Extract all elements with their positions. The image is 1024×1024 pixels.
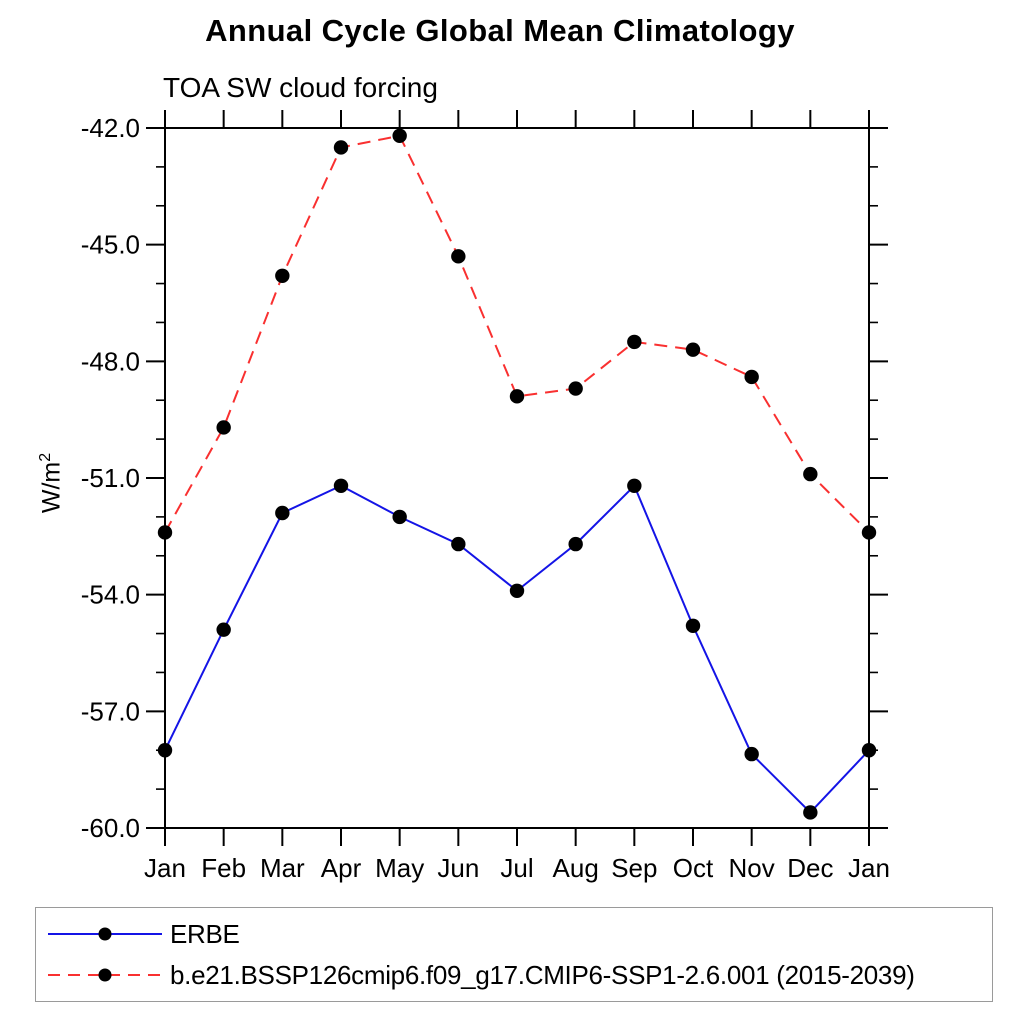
y-tick-label: -60.0 bbox=[81, 813, 140, 843]
x-tick-label: Oct bbox=[673, 853, 714, 883]
data-point-marker bbox=[333, 140, 349, 155]
data-point-marker bbox=[392, 128, 407, 143]
data-point-marker bbox=[861, 743, 877, 758]
legend-marker-dot bbox=[98, 968, 112, 982]
x-tick-label: Mar bbox=[260, 853, 305, 883]
data-point-marker bbox=[216, 622, 231, 637]
data-point-marker bbox=[275, 505, 290, 521]
data-point-marker bbox=[568, 381, 583, 396]
data-point-marker bbox=[803, 805, 818, 820]
chart-title: Annual Cycle Global Mean Climatology bbox=[205, 13, 795, 48]
data-point-marker bbox=[275, 268, 290, 283]
data-point-marker bbox=[216, 420, 231, 435]
y-tick-label: -42.0 bbox=[81, 113, 140, 143]
data-point-marker bbox=[685, 342, 701, 357]
x-tick-label: Aug bbox=[553, 853, 599, 883]
data-point-marker bbox=[627, 478, 642, 493]
legend-marker-dot bbox=[98, 927, 112, 941]
plot-frame bbox=[164, 127, 870, 829]
y-tick-label: -54.0 bbox=[81, 580, 140, 610]
x-tick-label: Dec bbox=[787, 853, 833, 883]
x-tick-label: May bbox=[375, 853, 424, 883]
legend-item: b.e21.BSSP126cmip6.f09_g17.CMIP6-SSP1-2.… bbox=[46, 957, 992, 994]
legend: ERBE b.e21.BSSP126cmip6.f09_g17.CMIP6-SSP… bbox=[35, 907, 993, 1002]
data-point-marker bbox=[451, 249, 466, 264]
series-line-0 bbox=[164, 484, 870, 814]
x-tick-label: Feb bbox=[201, 853, 246, 883]
legend-swatch-dashed-line bbox=[48, 968, 162, 982]
data-point-marker bbox=[333, 478, 349, 493]
legend-item: ERBE bbox=[46, 916, 992, 953]
y-tick-label: -51.0 bbox=[81, 463, 140, 493]
x-tick-label: Jan bbox=[848, 853, 890, 883]
x-tick-label: Jul bbox=[500, 853, 533, 883]
data-point-marker bbox=[627, 334, 642, 350]
x-tick-label: Jun bbox=[437, 853, 479, 883]
x-tick-label: Nov bbox=[729, 853, 775, 883]
x-tick-label: Sep bbox=[611, 853, 657, 883]
chart-subtitle: TOA SW cloud forcing bbox=[163, 72, 438, 103]
data-point-marker bbox=[509, 583, 525, 598]
x-tick-label: Jan bbox=[144, 853, 186, 883]
x-tick-label: Apr bbox=[321, 853, 362, 883]
y-tick-label: -45.0 bbox=[81, 230, 140, 260]
y-tick-label: -57.0 bbox=[81, 696, 140, 726]
data-point-marker bbox=[157, 743, 173, 758]
data-point-marker bbox=[392, 509, 407, 525]
legend-label: ERBE bbox=[170, 918, 240, 949]
y-tick-label: -48.0 bbox=[81, 346, 140, 376]
data-point-marker bbox=[157, 525, 173, 540]
legend-label: b.e21.BSSP126cmip6.f09_g17.CMIP6-SSP1-2.… bbox=[170, 959, 915, 990]
data-point-marker bbox=[744, 369, 759, 385]
data-point-marker bbox=[451, 536, 466, 552]
series-line-1 bbox=[164, 134, 870, 534]
data-point-marker bbox=[861, 525, 877, 540]
data-point-marker bbox=[803, 466, 818, 482]
data-point-marker bbox=[509, 389, 525, 404]
data-point-marker bbox=[744, 746, 759, 762]
legend-swatch-solid-line bbox=[48, 927, 162, 941]
data-point-marker bbox=[685, 618, 701, 633]
data-point-marker bbox=[568, 536, 583, 552]
